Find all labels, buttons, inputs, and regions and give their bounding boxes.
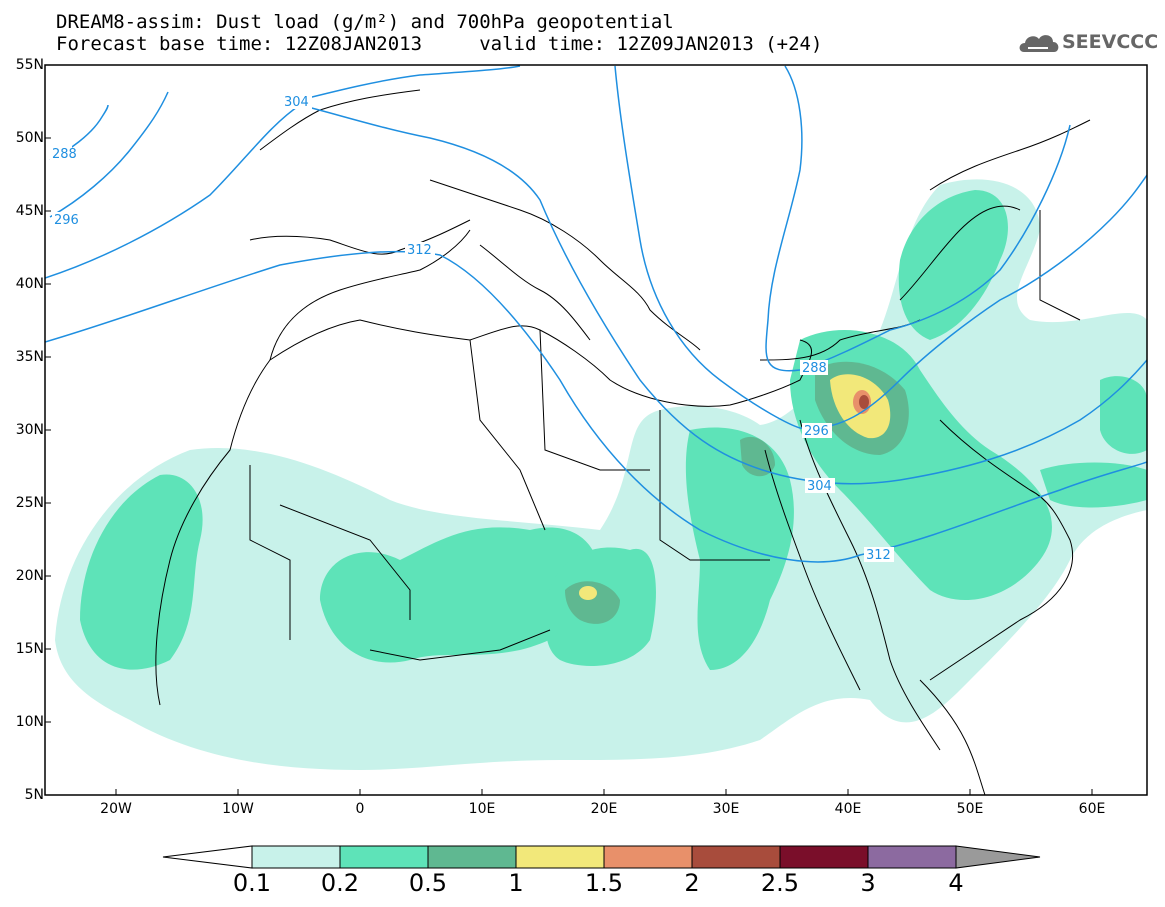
contour-label: 304	[284, 95, 309, 110]
contour-label: 312	[407, 243, 432, 258]
lat-label: 35N	[15, 349, 44, 365]
colorbar-box	[251, 845, 341, 869]
lon-label: 60E	[1078, 801, 1106, 817]
lat-label: 15N	[15, 641, 44, 657]
lat-label: 25N	[15, 495, 44, 511]
lat-label: 55N	[15, 57, 44, 73]
colorbar-label: 3	[860, 869, 876, 897]
contour-label: 288	[802, 361, 827, 376]
map-title-line1: DREAM8-assim: Dust load (g/m²) and 700hP…	[56, 11, 674, 33]
lon-label: 50E	[956, 801, 984, 817]
lon-label: 10W	[222, 801, 254, 817]
lat-label: 30N	[15, 422, 44, 438]
contour-label: 288	[52, 147, 77, 162]
contour-label: 296	[54, 213, 79, 228]
lon-label: 0	[355, 801, 365, 817]
contour-label: 296	[804, 424, 829, 439]
logo-text: SEEVCCC	[1062, 31, 1159, 53]
colorbar-label: 1	[508, 869, 524, 897]
colorbar-over-arrow	[955, 845, 1041, 869]
contour-label-group: 304 288 296 312 288 296 304 312	[50, 94, 894, 563]
contour-label: 304	[807, 479, 832, 494]
lon-label: 20E	[590, 801, 618, 817]
dust-shading	[55, 179, 1147, 770]
seevccc-logo: SEEVCCC	[1018, 28, 1158, 58]
colorbar-box	[515, 845, 605, 869]
colorbar-label: 2.5	[760, 869, 800, 897]
colorbar	[162, 845, 1041, 869]
lat-label: 50N	[15, 130, 44, 146]
colorbar-box	[603, 845, 693, 869]
colorbar-label: 2	[684, 869, 700, 897]
colorbar-label: 0.2	[320, 869, 360, 897]
colorbar-box	[691, 845, 781, 869]
lat-label: 40N	[15, 276, 44, 292]
lat-label: 5N	[24, 787, 44, 803]
lon-label: 20W	[100, 801, 132, 817]
cloud-icon	[1019, 35, 1059, 52]
colorbar-box	[779, 845, 869, 869]
colorbar-box	[867, 845, 957, 869]
colorbar-label: 0.1	[232, 869, 272, 897]
colorbar-label: 4	[948, 869, 964, 897]
lat-label: 10N	[15, 714, 44, 730]
lon-label: 40E	[834, 801, 862, 817]
colorbar-under-arrow	[162, 845, 253, 869]
contour-label: 312	[866, 548, 891, 563]
colorbar-box	[339, 845, 429, 869]
map-title-line2: Forecast base time: 12Z08JAN2013 valid t…	[56, 33, 823, 55]
colorbar-label: 0.5	[408, 869, 448, 897]
lon-label: 10E	[468, 801, 496, 817]
lat-label: 45N	[15, 203, 44, 219]
lon-label: 30E	[712, 801, 740, 817]
axis-ticks	[45, 137, 1093, 795]
colorbar-box	[427, 845, 517, 869]
lat-label: 20N	[15, 568, 44, 584]
colorbar-label: 1.5	[584, 869, 624, 897]
